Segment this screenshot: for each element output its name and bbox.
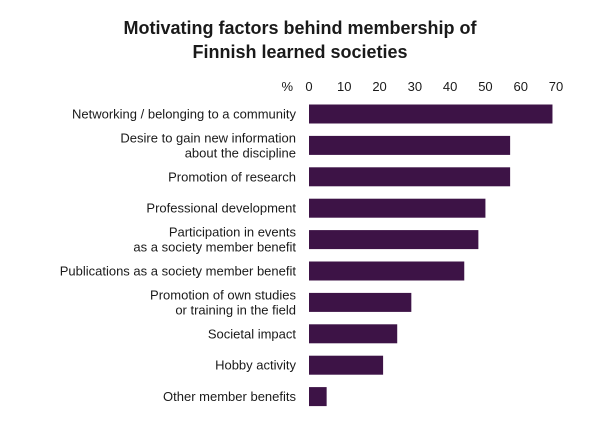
x-tick-label: 70 [549,79,563,94]
category-label: Other member benefits [163,389,296,404]
x-tick-label: 40 [443,79,457,94]
category-label-line: about the discipline [185,145,296,160]
category-label-line: Promotion of research [168,169,296,184]
category-label: Promotion of research [168,169,296,184]
category-label-line: Promotion of own studies [150,287,296,302]
bar [309,261,465,281]
category-label-line: Desire to gain new information [120,130,296,145]
category-label-line: Hobby activity [215,358,296,373]
category-label: Networking / belonging to a community [72,107,297,122]
bar [309,355,384,375]
category-label: Desire to gain new information about the … [120,130,296,160]
x-tick-label: 50 [478,79,492,94]
category-label-line: Other member benefits [163,389,296,404]
category-label-line: or training in the field [175,302,296,317]
category-labels: Networking / belonging to a community Des… [60,107,297,405]
x-tick-label: 60 [513,79,527,94]
bar [309,292,412,312]
x-tick-label: 30 [408,79,422,94]
x-tick-label: 10 [337,79,351,94]
category-label: Publications as a society member benefit [60,264,297,279]
category-label-line: Publications as a society member benefit [60,264,297,279]
category-label: Participation in events as a society memb… [133,225,296,255]
chart-title: Motivating factors behind membership of … [0,16,600,64]
bar [309,198,486,218]
bar [309,135,511,155]
category-label-line: Networking / belonging to a community [72,107,297,122]
bar [309,230,479,250]
category-label-line: Societal impact [208,326,297,341]
x-tick-label: 0 [305,79,312,94]
bar [309,104,553,124]
category-label-line: Participation in events [169,225,297,240]
category-label: Hobby activity [215,358,296,373]
bars [309,104,553,407]
category-label: Promotion of own studies or training in t… [150,287,296,317]
chart-title-line-2: Finnish learned societies [192,42,408,62]
bar [309,387,327,407]
bar [309,167,511,187]
x-axis-unit-label: % [281,79,293,94]
category-label-line: as a society member benefit [133,240,296,255]
category-label-line: Professional development [146,201,296,216]
category-label: Professional development [146,201,296,216]
bar [309,324,398,344]
chart-title-line-1: Motivating factors behind membership of [123,18,477,38]
x-axis-tick-labels: % 0 10 20 30 40 50 60 70 [281,79,563,94]
x-tick-label: 20 [372,79,386,94]
category-label: Societal impact [208,326,297,341]
